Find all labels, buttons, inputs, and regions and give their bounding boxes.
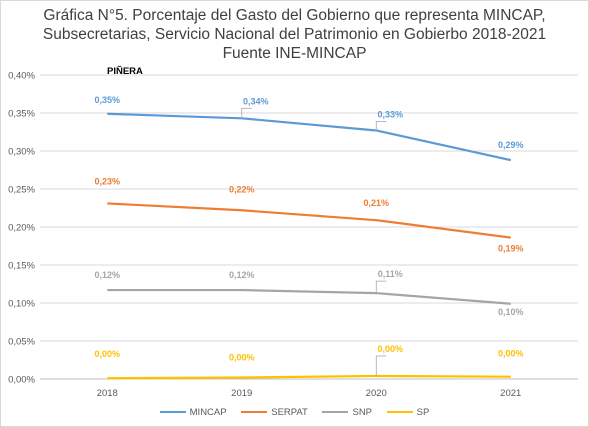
data-label: 0,00% [377,344,403,354]
chart-title: Gráfica N°5. Porcentaje del Gasto del Go… [0,6,589,63]
x-tick-label: 2020 [366,388,387,399]
y-tick-label: 0,40% [8,71,35,82]
legend-item-mincap: MINCAP [159,406,227,418]
legend-label-snp: SNP [352,406,373,418]
series-line-sp [107,374,511,380]
data-label: 0,21% [363,198,389,208]
data-label: 0,00% [94,349,120,359]
x-tick-label: 2018 [97,388,118,399]
data-label: 0,34% [243,96,269,106]
data-label: 0,00% [229,352,255,362]
legend-label-serpat: SERPAT [271,406,308,418]
data-label: 0,29% [498,140,524,150]
x-tick-label: 2021 [500,388,521,399]
series-line-snp [107,288,511,305]
data-label: 0,12% [229,270,255,280]
chart-title-line-2: Subsecretarias, Servicio Nacional del Pa… [42,26,547,43]
data-label: 0,11% [378,269,403,279]
data-label: 0,10% [498,307,524,317]
y-tick-label: 0,15% [8,261,35,272]
legend-swatch-serpat [241,411,268,413]
data-label: 0,23% [94,176,120,186]
data-label: 0,00% [498,349,524,359]
y-tick-label: 0,20% [8,223,35,234]
x-tick-label: 2019 [231,388,252,399]
legend-label-sp: SP [416,406,430,418]
series-line-serpat [107,202,511,239]
chart-title-line-3: Fuente INE-MINCAP [222,45,367,62]
legend-item-serpat: SERPAT [241,407,308,418]
legend-item-snp: SNP [322,407,372,418]
data-label: 0,33% [377,109,403,119]
data-label: 0,12% [94,270,120,280]
legend-swatch-sp [386,411,413,413]
series-line-mincap [107,112,511,162]
legend-swatch-snp [322,411,349,413]
data-label: 0,22% [229,184,255,194]
legend-item-sp: SP [386,406,430,418]
legend-swatch-mincap [159,411,186,413]
annotation-pinera: PIÑERA [107,66,143,77]
y-tick-label: 0,05% [8,337,35,348]
y-tick-label: 0,00% [8,375,35,386]
chart-title-line-1: Gráfica N°5. Porcentaje del Gasto del Go… [43,7,546,24]
y-tick-label: 0,10% [8,299,35,310]
y-tick-label: 0,25% [8,185,35,196]
legend-label-mincap: MINCAP [189,406,227,418]
y-tick-label: 0,35% [8,109,35,120]
data-label: 0,19% [498,244,524,254]
data-label: 0,35% [94,95,120,105]
legend: MINCAP SERPAT SNP SP [0,405,589,418]
y-tick-label: 0,30% [8,147,35,158]
